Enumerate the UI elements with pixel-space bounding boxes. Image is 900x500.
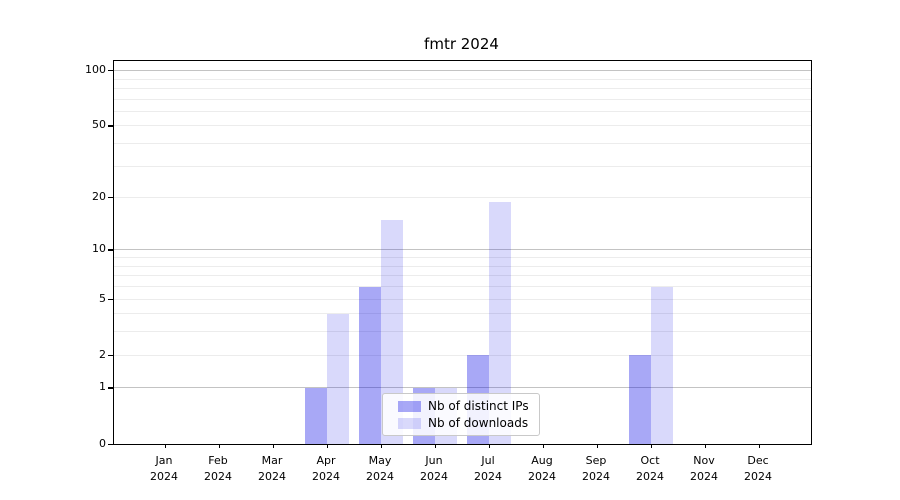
- gridline-minor-y3: [114, 331, 811, 333]
- x-tick-mark-jul: [488, 444, 490, 448]
- x-tick-mark-feb: [218, 444, 220, 448]
- y-tick-mark-50: [108, 125, 113, 127]
- legend-swatch-distinct-ips-icon: [398, 400, 421, 412]
- gridline-major-y10: [114, 249, 811, 251]
- y-tick-mark-2: [108, 354, 113, 356]
- bar-downloads-oct: [651, 286, 673, 444]
- gridline-minor-y70: [114, 98, 811, 100]
- x-tick-mark-jun: [434, 444, 436, 448]
- gridline-major-y100: [114, 70, 811, 72]
- x-axis-tick-label-nov: Nov 2024: [690, 454, 718, 483]
- y-axis-tick-label-0: 0: [99, 436, 106, 450]
- gridline-minor-y2: [114, 354, 811, 356]
- gridline-minor-y4: [114, 313, 811, 315]
- chart-title: fmtr 2024: [424, 35, 499, 53]
- y-axis-tick-label-1: 1: [99, 380, 106, 394]
- gridline-minor-y60: [114, 110, 811, 112]
- x-axis-tick-label-may: May 2024: [366, 454, 394, 483]
- x-axis-tick-label-feb: Feb 2024: [204, 454, 232, 483]
- gridline-minor-y7: [114, 275, 811, 277]
- legend-label-downloads: Nb of downloads: [428, 416, 529, 430]
- y-tick-mark-5: [108, 298, 113, 300]
- x-tick-mark-mar: [272, 444, 274, 448]
- legend-swatch-downloads-icon: [398, 417, 421, 429]
- x-axis-tick-label-dec: Dec 2024: [744, 454, 772, 483]
- gridline-minor-y40: [114, 143, 811, 145]
- bar-downloads-apr: [327, 313, 349, 444]
- x-axis-tick-label-jun: Jun 2024: [420, 454, 448, 483]
- y-tick-mark-100: [108, 70, 113, 72]
- gridline-minor-y8: [114, 265, 811, 267]
- plot-area: [108, 60, 812, 448]
- x-tick-mark-nov: [704, 444, 706, 448]
- x-axis-tick-label-mar: Mar 2024: [258, 454, 286, 483]
- x-tick-mark-sep: [596, 444, 598, 448]
- bar-distinct-ips-apr: [305, 387, 327, 444]
- x-axis-tick-label-jul: Jul 2024: [474, 454, 502, 483]
- x-axis-tick-label-sep: Sep 2024: [582, 454, 610, 483]
- legend-item-downloads: Nb of downloads: [398, 416, 529, 430]
- x-axis-tick-label-jan: Jan 2024: [150, 454, 178, 483]
- x-axis-tick-label-oct: Oct 2024: [636, 454, 664, 483]
- y-tick-mark-10: [108, 249, 113, 251]
- x-tick-mark-dec: [758, 444, 760, 448]
- y-tick-mark-20: [108, 197, 113, 199]
- y-axis-tick-label-100: 100: [85, 63, 106, 77]
- x-tick-mark-may: [380, 444, 382, 448]
- y-axis-tick-label-10: 10: [92, 242, 106, 256]
- x-axis-tick-label-aug: Aug 2024: [528, 454, 556, 483]
- x-axis-tick-label-apr: Apr 2024: [312, 454, 340, 483]
- gridline-minor-y20: [114, 197, 811, 199]
- legend-label-distinct-ips: Nb of distinct IPs: [428, 399, 529, 413]
- legend-item-distinct-ips: Nb of distinct IPs: [398, 399, 529, 413]
- y-axis-tick-label-2: 2: [99, 347, 106, 361]
- x-tick-mark-oct: [650, 444, 652, 448]
- y-axis-tick-label-20: 20: [92, 190, 106, 204]
- gridline-minor-y6: [114, 286, 811, 288]
- y-tick-mark-0: [108, 443, 113, 445]
- bar-downloads-jul: [489, 201, 511, 444]
- x-tick-mark-jan: [164, 444, 166, 448]
- gridline-major-y1: [114, 387, 811, 389]
- bar-distinct-ips-may: [359, 286, 381, 444]
- x-tick-mark-apr: [326, 444, 328, 448]
- bar-downloads-may: [381, 219, 403, 444]
- y-tick-mark-1: [108, 387, 113, 389]
- gridline-minor-y30: [114, 165, 811, 167]
- x-tick-mark-aug: [542, 444, 544, 448]
- gridline-minor-y90: [114, 78, 811, 80]
- legend: Nb of distinct IPs Nb of downloads: [382, 393, 540, 436]
- gridline-minor-y9: [114, 257, 811, 259]
- bar-distinct-ips-oct: [629, 355, 651, 444]
- y-axis-tick-label-50: 50: [92, 118, 106, 132]
- gridline-minor-y5: [114, 298, 811, 300]
- gridline-minor-y80: [114, 87, 811, 89]
- gridline-minor-y50: [114, 125, 811, 127]
- y-axis-tick-label-5: 5: [99, 291, 106, 305]
